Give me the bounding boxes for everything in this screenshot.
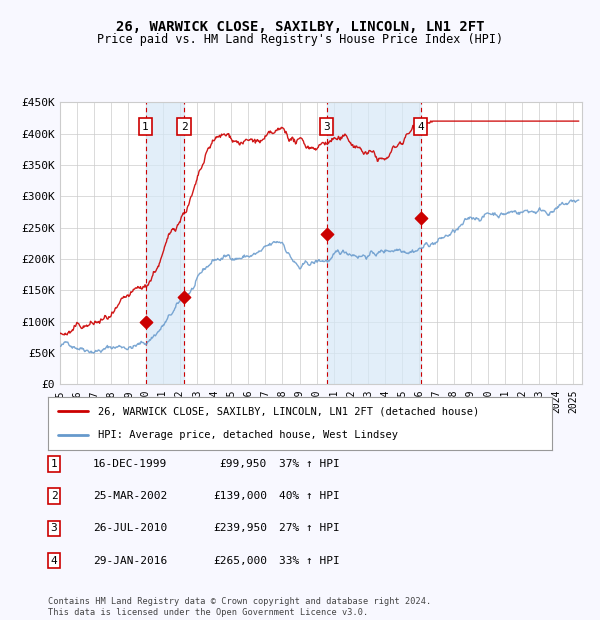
Text: 3: 3 <box>323 122 330 131</box>
Text: 4: 4 <box>50 556 58 565</box>
Bar <box>146 102 184 384</box>
Text: 1: 1 <box>142 122 149 131</box>
Text: 27% ↑ HPI: 27% ↑ HPI <box>279 523 340 533</box>
Text: 3: 3 <box>50 523 58 533</box>
Text: 4: 4 <box>418 122 424 131</box>
Text: 2: 2 <box>181 122 187 131</box>
Text: £239,950: £239,950 <box>213 523 267 533</box>
Text: £99,950: £99,950 <box>220 459 267 469</box>
Text: 2: 2 <box>50 491 58 501</box>
Text: £265,000: £265,000 <box>213 556 267 565</box>
Text: Contains HM Land Registry data © Crown copyright and database right 2024.: Contains HM Land Registry data © Crown c… <box>48 597 431 606</box>
Text: 26-JUL-2010: 26-JUL-2010 <box>93 523 167 533</box>
Bar <box>326 102 421 384</box>
Text: 29-JAN-2016: 29-JAN-2016 <box>93 556 167 565</box>
Point <box>416 213 425 223</box>
Text: 1: 1 <box>50 459 58 469</box>
Text: 26, WARWICK CLOSE, SAXILBY, LINCOLN, LN1 2FT (detached house): 26, WARWICK CLOSE, SAXILBY, LINCOLN, LN1… <box>98 406 479 416</box>
Text: 40% ↑ HPI: 40% ↑ HPI <box>279 491 340 501</box>
Text: 16-DEC-1999: 16-DEC-1999 <box>93 459 167 469</box>
Text: £139,000: £139,000 <box>213 491 267 501</box>
Point <box>179 292 189 302</box>
Text: This data is licensed under the Open Government Licence v3.0.: This data is licensed under the Open Gov… <box>48 608 368 617</box>
Text: HPI: Average price, detached house, West Lindsey: HPI: Average price, detached house, West… <box>98 430 398 440</box>
Text: 26, WARWICK CLOSE, SAXILBY, LINCOLN, LN1 2FT: 26, WARWICK CLOSE, SAXILBY, LINCOLN, LN1… <box>116 20 484 34</box>
Text: 37% ↑ HPI: 37% ↑ HPI <box>279 459 340 469</box>
Text: 33% ↑ HPI: 33% ↑ HPI <box>279 556 340 565</box>
Text: Price paid vs. HM Land Registry's House Price Index (HPI): Price paid vs. HM Land Registry's House … <box>97 33 503 46</box>
Text: 25-MAR-2002: 25-MAR-2002 <box>93 491 167 501</box>
Point <box>141 317 151 327</box>
Point <box>322 229 331 239</box>
